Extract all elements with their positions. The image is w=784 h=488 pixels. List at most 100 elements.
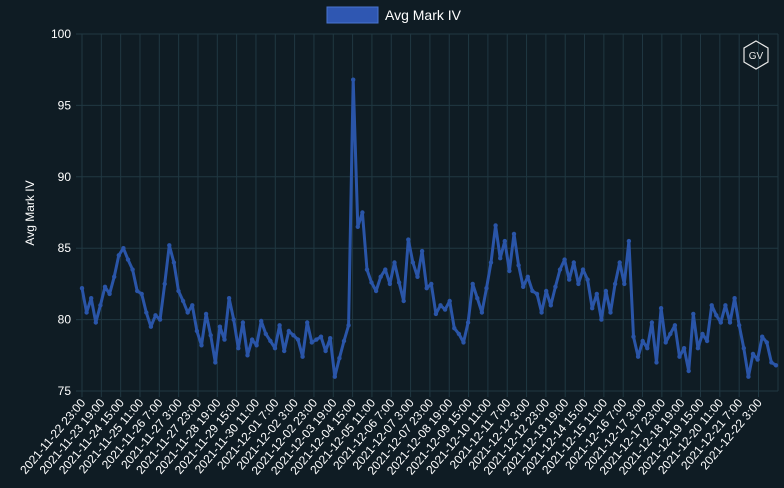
data-point[interactable] bbox=[259, 318, 264, 324]
data-point[interactable] bbox=[332, 374, 337, 379]
data-point[interactable] bbox=[567, 277, 572, 282]
data-point[interactable] bbox=[300, 354, 305, 359]
data-point[interactable] bbox=[594, 291, 599, 297]
data-point[interactable] bbox=[79, 286, 85, 291]
data-point[interactable] bbox=[236, 346, 241, 351]
data-point[interactable] bbox=[461, 340, 466, 345]
data-point[interactable] bbox=[585, 277, 590, 282]
data-point[interactable] bbox=[516, 263, 521, 268]
data-point[interactable] bbox=[511, 231, 517, 237]
data-point[interactable] bbox=[410, 260, 416, 265]
legend[interactable]: Avg Mark IV bbox=[326, 6, 462, 24]
data-point[interactable] bbox=[419, 248, 425, 254]
data-point[interactable] bbox=[240, 320, 246, 325]
data-point[interactable] bbox=[737, 323, 742, 328]
data-point[interactable] bbox=[360, 210, 365, 215]
data-point[interactable] bbox=[328, 336, 333, 341]
data-point[interactable] bbox=[378, 274, 383, 279]
data-point[interactable] bbox=[704, 338, 710, 344]
data-point[interactable] bbox=[695, 346, 701, 351]
data-point[interactable] bbox=[498, 256, 503, 261]
data-point[interactable] bbox=[199, 343, 204, 348]
data-point[interactable] bbox=[681, 346, 687, 351]
data-point[interactable] bbox=[700, 331, 705, 337]
data-point[interactable] bbox=[608, 310, 613, 315]
data-point[interactable] bbox=[635, 354, 641, 359]
data-point[interactable] bbox=[686, 368, 691, 374]
data-point[interactable] bbox=[121, 246, 126, 251]
data-point[interactable] bbox=[622, 281, 627, 287]
data-point[interactable] bbox=[355, 224, 360, 229]
data-point[interactable] bbox=[396, 280, 402, 285]
data-point[interactable] bbox=[562, 257, 567, 262]
data-point[interactable] bbox=[305, 320, 310, 325]
data-point[interactable] bbox=[323, 348, 328, 354]
data-point[interactable] bbox=[217, 324, 223, 329]
data-point[interactable] bbox=[590, 306, 595, 311]
data-point[interactable] bbox=[171, 260, 177, 265]
data-point[interactable] bbox=[176, 288, 181, 294]
data-point[interactable] bbox=[447, 298, 452, 304]
data-point[interactable] bbox=[401, 298, 406, 304]
data-point[interactable] bbox=[226, 296, 232, 301]
data-point[interactable] bbox=[658, 306, 664, 311]
data-point[interactable] bbox=[626, 238, 632, 244]
data-point[interactable] bbox=[263, 331, 268, 337]
data-point[interactable] bbox=[452, 326, 457, 331]
data-point[interactable] bbox=[502, 238, 507, 244]
data-point[interactable] bbox=[727, 320, 733, 325]
data-point[interactable] bbox=[507, 268, 512, 274]
data-point[interactable] bbox=[755, 357, 760, 362]
data-point[interactable] bbox=[222, 337, 227, 342]
data-point[interactable] bbox=[475, 296, 480, 301]
data-point[interactable] bbox=[93, 320, 99, 325]
data-point[interactable] bbox=[571, 260, 576, 265]
data-point[interactable] bbox=[576, 281, 581, 287]
data-point[interactable] bbox=[157, 317, 163, 322]
data-point[interactable] bbox=[539, 310, 544, 315]
data-point[interactable] bbox=[208, 333, 213, 338]
data-point[interactable] bbox=[112, 274, 117, 279]
data-point[interactable] bbox=[341, 338, 347, 344]
data-point[interactable] bbox=[190, 303, 195, 308]
data-point[interactable] bbox=[668, 331, 673, 337]
data-point[interactable] bbox=[383, 267, 388, 272]
data-point[interactable] bbox=[84, 310, 89, 315]
data-point[interactable] bbox=[318, 334, 324, 339]
data-point[interactable] bbox=[553, 284, 558, 289]
data-point[interactable] bbox=[346, 323, 351, 328]
data-point[interactable] bbox=[433, 311, 439, 317]
data-point[interactable] bbox=[102, 284, 108, 289]
data-point[interactable] bbox=[741, 346, 746, 351]
data-point[interactable] bbox=[649, 320, 655, 325]
data-point[interactable] bbox=[493, 223, 498, 228]
data-point[interactable] bbox=[470, 281, 475, 287]
data-point[interactable] bbox=[773, 363, 779, 368]
data-point[interactable] bbox=[488, 260, 494, 265]
data-point[interactable] bbox=[479, 310, 485, 315]
data-point[interactable] bbox=[130, 267, 135, 272]
data-point[interactable] bbox=[599, 317, 604, 322]
data-point[interactable] bbox=[603, 288, 609, 294]
data-point[interactable] bbox=[654, 360, 659, 365]
data-point[interactable] bbox=[185, 310, 190, 315]
data-point[interactable] bbox=[135, 288, 140, 294]
data-point[interactable] bbox=[392, 260, 397, 265]
data-point[interactable] bbox=[282, 348, 287, 354]
data-point[interactable] bbox=[213, 360, 218, 365]
data-point[interactable] bbox=[194, 328, 200, 334]
data-point[interactable] bbox=[672, 323, 678, 328]
data-point[interactable] bbox=[351, 77, 356, 82]
data-point[interactable] bbox=[291, 333, 296, 338]
data-point[interactable] bbox=[116, 253, 122, 258]
data-point[interactable] bbox=[203, 311, 209, 317]
data-point[interactable] bbox=[617, 260, 622, 265]
data-point[interactable] bbox=[89, 296, 94, 301]
data-point[interactable] bbox=[277, 323, 282, 328]
data-point[interactable] bbox=[760, 334, 765, 339]
data-point[interactable] bbox=[530, 288, 535, 294]
data-point[interactable] bbox=[465, 320, 471, 325]
data-point[interactable] bbox=[162, 281, 167, 287]
data-point[interactable] bbox=[373, 288, 379, 294]
data-point[interactable] bbox=[442, 307, 448, 312]
